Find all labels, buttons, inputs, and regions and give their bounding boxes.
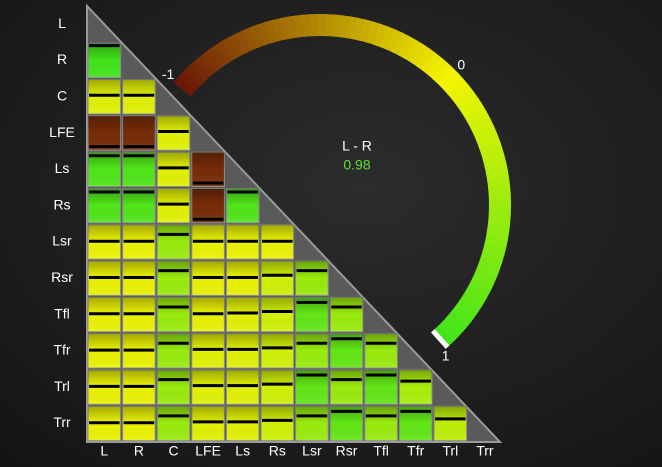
cell-shade xyxy=(330,297,363,332)
column-label: Rs xyxy=(269,443,286,459)
cell-shade xyxy=(295,333,329,368)
cell-shade xyxy=(226,370,259,405)
cell-shade xyxy=(88,152,121,187)
row-label: R xyxy=(57,51,67,67)
cell-shade xyxy=(191,152,225,187)
gauge-tick-label: -1 xyxy=(162,66,175,82)
cell-shade xyxy=(261,261,294,296)
row-label: L xyxy=(58,15,66,31)
cell-shade xyxy=(157,224,190,260)
cell-shade xyxy=(88,43,121,78)
cell-shade xyxy=(261,406,294,441)
cell-shade xyxy=(261,370,294,405)
cell-shade xyxy=(122,152,156,187)
column-label: Tfr xyxy=(407,443,424,459)
row-label: Trl xyxy=(54,378,70,394)
row-label: Ls xyxy=(55,160,70,176)
cell-shade xyxy=(364,406,398,441)
cell-shade xyxy=(122,79,156,114)
gauge-tick-label: 1 xyxy=(442,348,450,364)
cell-shade xyxy=(157,115,190,151)
gauge: -1 0 1 xyxy=(162,14,511,364)
column-label: Tfl xyxy=(373,443,389,459)
column-label: C xyxy=(168,443,178,459)
cell-shade xyxy=(157,406,190,441)
matrix-triangle xyxy=(86,3,503,443)
gauge-marker xyxy=(431,329,450,349)
cell-shade xyxy=(434,406,467,441)
column-label: Trr xyxy=(476,443,494,459)
gauge-tick-label: 0 xyxy=(457,56,465,72)
cell-shade xyxy=(364,333,398,368)
cell-shade xyxy=(88,79,121,114)
cell-shade xyxy=(191,188,225,223)
row-label: Rs xyxy=(53,196,70,212)
column-label: LFE xyxy=(195,443,221,459)
cell-shade xyxy=(157,370,190,405)
column-label: Lsr xyxy=(302,443,322,459)
cell-shade xyxy=(295,261,329,296)
cell-shade xyxy=(261,333,294,368)
cell-shade xyxy=(157,261,190,296)
cell-shade xyxy=(191,406,225,441)
row-label: LFE xyxy=(49,124,75,140)
cell-shade xyxy=(122,115,156,151)
row-label: C xyxy=(57,87,67,103)
row-label: Tfr xyxy=(53,342,70,358)
cell-shade xyxy=(399,370,432,405)
row-label: Lsr xyxy=(52,233,72,249)
cell-shade xyxy=(88,115,121,151)
cell-shade xyxy=(157,152,190,187)
column-label: Ls xyxy=(235,443,250,459)
cell-shade xyxy=(295,406,329,441)
row-label: Rsr xyxy=(51,269,73,285)
cell-shade xyxy=(122,188,156,223)
row-label: Trr xyxy=(53,414,71,430)
cell-shade xyxy=(191,370,225,405)
column-label: Rsr xyxy=(336,443,358,459)
gauge-value: 0.98 xyxy=(343,157,370,173)
gauge-label: L - R xyxy=(342,138,372,154)
cell-shade xyxy=(191,333,225,368)
cell-shade xyxy=(88,188,121,223)
row-label: Tfl xyxy=(54,305,70,321)
cell-shade xyxy=(226,333,259,368)
cell-shade xyxy=(157,333,190,368)
cells xyxy=(87,42,468,442)
column-label: L xyxy=(100,443,108,459)
cell-shade xyxy=(226,188,259,223)
column-label: R xyxy=(134,443,144,459)
cell-shade xyxy=(226,297,259,332)
cell-shade xyxy=(261,297,294,332)
cell-shade xyxy=(226,406,259,441)
cell-shade xyxy=(157,297,190,332)
cell-shade xyxy=(330,370,363,405)
cell-shade xyxy=(157,188,190,223)
column-label: Trl xyxy=(442,443,458,459)
